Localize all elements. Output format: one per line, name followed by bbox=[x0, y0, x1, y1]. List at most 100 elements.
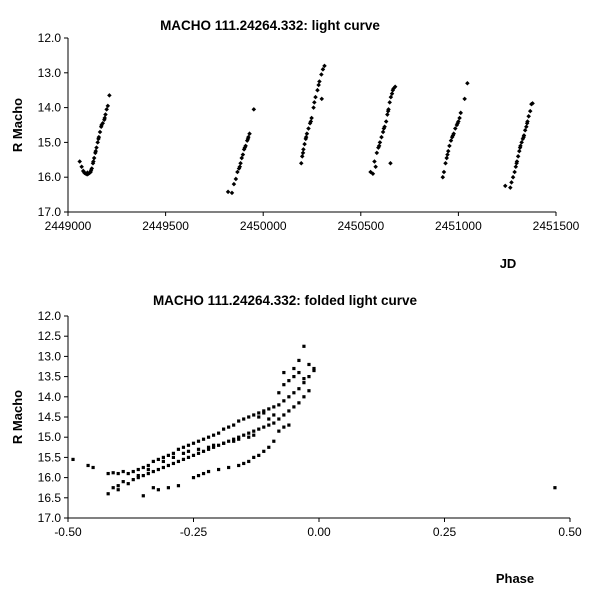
data-point bbox=[232, 437, 236, 441]
data-point bbox=[176, 484, 181, 488]
data-point bbox=[171, 455, 176, 459]
data-point bbox=[282, 370, 286, 375]
data-point bbox=[217, 431, 221, 435]
data-point bbox=[146, 471, 150, 476]
data-point bbox=[526, 114, 531, 119]
data-point bbox=[313, 94, 318, 100]
data-point bbox=[116, 471, 120, 476]
data-point bbox=[309, 115, 314, 121]
data-point bbox=[374, 150, 380, 156]
data-point bbox=[237, 463, 241, 468]
data-point bbox=[131, 469, 135, 474]
data-point bbox=[166, 463, 170, 468]
data-point bbox=[445, 152, 450, 157]
data-point bbox=[302, 141, 307, 147]
data-point bbox=[307, 389, 311, 393]
y-tick-label: 15.5 bbox=[38, 450, 62, 464]
data-point bbox=[186, 449, 191, 453]
data-point bbox=[509, 180, 514, 185]
data-point bbox=[232, 439, 236, 443]
data-point bbox=[88, 167, 94, 173]
data-point bbox=[181, 457, 186, 462]
data-point bbox=[126, 482, 130, 486]
data-point bbox=[301, 147, 306, 152]
data-point bbox=[448, 138, 454, 143]
data-point bbox=[302, 381, 306, 385]
data-point bbox=[201, 471, 206, 476]
data-point bbox=[91, 159, 96, 164]
data-point bbox=[85, 170, 90, 175]
data-point bbox=[524, 124, 529, 130]
x-tick-label: 0.50 bbox=[558, 525, 582, 539]
data-point bbox=[103, 112, 108, 117]
data-point bbox=[257, 411, 261, 415]
data-point bbox=[141, 473, 145, 478]
data-point bbox=[191, 453, 196, 457]
data-point bbox=[77, 159, 82, 164]
data-point bbox=[381, 126, 387, 131]
x-tick-label: 2450000 bbox=[240, 219, 287, 233]
data-point bbox=[262, 411, 266, 415]
data-point bbox=[372, 159, 377, 164]
data-point bbox=[522, 127, 528, 133]
x-tick-label: -0.25 bbox=[180, 525, 208, 539]
folded-light-curve-plot: 12.0 12.5 13.0 13.5 14.0 14.5 15.0 15.5 16.0 16.5… bbox=[10, 309, 582, 586]
data-point bbox=[297, 370, 301, 375]
data-point bbox=[317, 79, 322, 84]
data-point bbox=[272, 413, 276, 417]
y-tick-label: 13.5 bbox=[38, 370, 62, 384]
x-axis-label: Phase bbox=[496, 571, 534, 586]
data-point bbox=[196, 473, 201, 478]
data-point bbox=[297, 387, 301, 391]
x-tick-label: 2450500 bbox=[337, 219, 384, 233]
data-point bbox=[191, 476, 196, 480]
data-point bbox=[440, 174, 446, 180]
data-point bbox=[136, 473, 140, 478]
data-point bbox=[304, 131, 310, 136]
data-point bbox=[233, 176, 239, 182]
data-point bbox=[252, 413, 256, 417]
data-point bbox=[240, 152, 246, 157]
data-point bbox=[282, 383, 286, 387]
data-point bbox=[151, 469, 155, 474]
data-point bbox=[237, 437, 241, 441]
x-tick-label: -0.50 bbox=[54, 525, 82, 539]
data-point bbox=[252, 455, 256, 459]
data-point bbox=[238, 161, 243, 166]
y-tick-label: 12.0 bbox=[38, 31, 62, 45]
data-point bbox=[141, 465, 145, 470]
data-point bbox=[232, 423, 236, 427]
data-point bbox=[151, 459, 155, 464]
data-point bbox=[298, 161, 304, 166]
data-point bbox=[186, 455, 191, 459]
data-point bbox=[111, 486, 115, 490]
data-point bbox=[515, 154, 521, 159]
x-tick-label: 0.25 bbox=[433, 525, 457, 539]
data-point bbox=[322, 63, 327, 69]
data-point bbox=[447, 143, 452, 149]
data-point bbox=[308, 119, 314, 124]
data-point bbox=[465, 80, 470, 86]
data-point bbox=[517, 148, 522, 154]
data-point bbox=[312, 368, 316, 373]
y-tick-label: 14.0 bbox=[38, 101, 62, 115]
x-axis-label: JD bbox=[500, 256, 517, 271]
data-point bbox=[171, 451, 176, 455]
data-point bbox=[126, 471, 130, 476]
data-point bbox=[247, 415, 251, 419]
data-point bbox=[267, 417, 271, 421]
data-point bbox=[79, 164, 84, 170]
data-point bbox=[191, 441, 196, 445]
data-point bbox=[247, 431, 251, 435]
data-point bbox=[262, 449, 266, 453]
data-point bbox=[292, 405, 296, 409]
data-point bbox=[247, 435, 251, 439]
data-point bbox=[217, 443, 221, 447]
data-point bbox=[94, 145, 99, 150]
data-point bbox=[222, 441, 226, 445]
data-point bbox=[388, 94, 394, 100]
data-point bbox=[171, 461, 176, 466]
data-point bbox=[257, 415, 261, 419]
data-point bbox=[277, 391, 281, 395]
data-point bbox=[385, 112, 390, 117]
